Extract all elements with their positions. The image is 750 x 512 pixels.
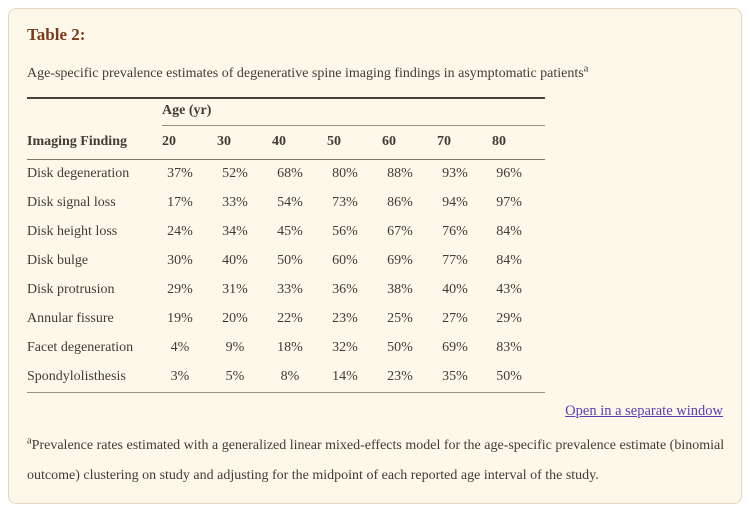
prevalence-value: 29% [167,282,193,297]
table-row: Disk bulge 30% 40% 50% 60% 69% 77% 84% [27,247,545,276]
column-header-imaging-finding: Imaging Finding [27,125,162,160]
prevalence-value: 32% [332,340,358,355]
prevalence-value: 8% [272,363,327,393]
prevalence-value: 30% [167,253,193,268]
prevalence-value: 68% [277,166,303,181]
table-row: Annular fissure 19% 20% 22% 23% 25% 27% 29% [27,305,545,334]
prevalence-value: 60% [332,253,358,268]
row-label: Disk protrusion [27,282,115,297]
prevalence-value: 40% [222,253,248,268]
prevalence-value: 5% [217,363,272,393]
prevalence-value: 17% [167,195,193,210]
row-label: Disk height loss [27,224,118,239]
prevalence-value: 83% [496,340,522,355]
table-caption: Age-specific prevalence estimates of deg… [27,63,723,82]
table-row: Facet degeneration 4% 9% 18% 32% 50% 69% 83% [27,334,545,363]
table-row: Disk degeneration 37% 52% 68% 80% 88% 93% 96% [27,160,545,190]
prevalence-value: 23% [382,363,437,393]
table-caption-text: Age-specific prevalence estimates of deg… [27,66,584,81]
prevalence-table: Age (yr) Imaging Finding 20 30 40 50 60 70 80 … [27,97,546,393]
prevalence-value: 80% [332,166,358,181]
row-label: Spondylolisthesis [27,363,162,393]
prevalence-value: 50% [277,253,303,268]
corner-cell [27,97,162,126]
prevalence-value: 14% [327,363,382,393]
prevalence-value: 45% [277,224,303,239]
prevalence-value: 56% [332,224,358,239]
prevalence-value: 94% [442,195,468,210]
prevalence-value: 97% [496,195,522,210]
row-label: Annular fissure [27,311,114,326]
table-wrap-panel: Table 2: Age-specific prevalence estimat… [8,8,742,504]
prevalence-value: 18% [277,340,303,355]
prevalence-value: 36% [332,282,358,297]
table-footnote: aPrevalence rates estimated with a gener… [27,431,727,491]
prevalence-value: 67% [387,224,413,239]
prevalence-value: 69% [387,253,413,268]
prevalence-value: 54% [277,195,303,210]
prevalence-value: 35% [437,363,492,393]
column-header-age-60: 60 [382,125,437,160]
prevalence-value: 37% [167,166,193,181]
column-header-row: Imaging Finding 20 30 40 50 60 70 80 [27,125,546,160]
prevalence-value: 73% [332,195,358,210]
age-group-row: Age (yr) [27,97,546,126]
prevalence-value: 76% [442,224,468,239]
column-header-age-30: 30 [217,125,272,160]
footnote-marker: a [27,435,32,447]
column-header-age-40: 40 [272,125,327,160]
link-row: Open in a separate window [27,402,723,420]
prevalence-value: 33% [222,195,248,210]
prevalence-value: 84% [496,224,522,239]
table-row: Spondylolisthesis 3% 5% 8% 14% 23% 35% 50% [27,363,546,393]
prevalence-value: 43% [496,282,522,297]
prevalence-value: 38% [387,282,413,297]
prevalence-value: 69% [442,340,468,355]
prevalence-value: 27% [442,311,468,326]
prevalence-value: 93% [442,166,468,181]
caption-footnote-marker: a [583,63,589,75]
table-title: Table 2: [27,25,86,44]
prevalence-value: 9% [225,340,245,355]
prevalence-value: 20% [222,311,248,326]
prevalence-value: 40% [442,282,468,297]
prevalence-value: 50% [387,340,413,355]
prevalence-value: 84% [496,253,522,268]
row-label: Disk signal loss [27,195,116,210]
column-header-age-20: 20 [162,125,217,160]
table-row: Disk protrusion 29% 31% 33% 36% 38% 40% 43% [27,276,545,305]
prevalence-value: 25% [387,311,413,326]
prevalence-value: 77% [442,253,468,268]
prevalence-value: 31% [222,282,248,297]
prevalence-value: 29% [496,311,522,326]
prevalence-value: 50% [492,363,546,393]
column-header-age-70: 70 [437,125,492,160]
prevalence-value: 52% [222,166,248,181]
column-header-age-80: 80 [492,125,546,160]
prevalence-value: 23% [332,311,358,326]
table-row: Disk height loss 24% 34% 45% 56% 67% 76% 84% [27,218,545,247]
prevalence-value: 24% [167,224,193,239]
prevalence-value: 4% [170,340,190,355]
row-label: Disk bulge [27,253,89,268]
prevalence-value: 22% [277,311,303,326]
row-label: Disk degeneration [27,166,130,181]
column-header-age-50: 50 [327,125,382,160]
table-row: Disk signal loss 17% 33% 54% 73% 86% 94% 97% [27,189,545,218]
prevalence-value: 33% [277,282,303,297]
prevalence-value: 86% [387,195,413,210]
age-group-header: Age (yr) [162,97,546,126]
open-separate-window-link[interactable]: Open in a separate window [565,403,723,419]
prevalence-value: 3% [162,363,217,393]
prevalence-value: 96% [496,166,522,181]
footnote-text: Prevalence rates estimated with a genera… [27,438,725,483]
row-label: Facet degeneration [27,340,134,355]
prevalence-value: 34% [222,224,248,239]
prevalence-value: 88% [387,166,413,181]
prevalence-value: 19% [167,311,193,326]
